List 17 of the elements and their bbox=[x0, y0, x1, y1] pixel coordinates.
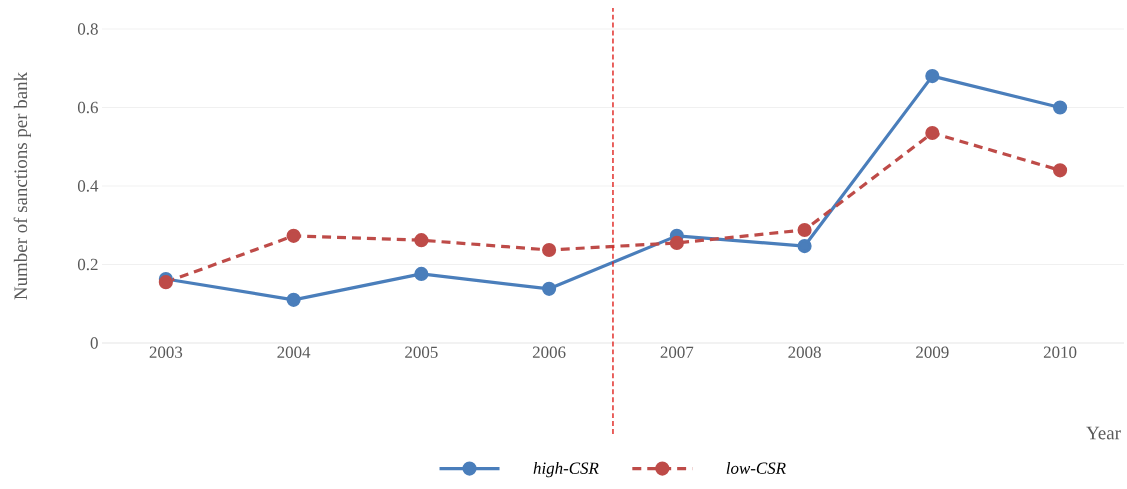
y-tick-label: 0.4 bbox=[77, 180, 99, 192]
legend-label: high-CSR bbox=[533, 461, 599, 478]
legend-label: low-CSR bbox=[726, 461, 786, 474]
x-tick-label: 2006 bbox=[532, 346, 566, 358]
x-tick-label: 2004 bbox=[277, 346, 311, 358]
y-tick-label: 0.2 bbox=[77, 258, 98, 271]
x-tick-label: 2008 bbox=[788, 346, 821, 358]
x-axis-title: Year bbox=[1086, 426, 1121, 440]
x-tick-label: 2010 bbox=[1043, 346, 1077, 358]
x-tick-label: 2009 bbox=[916, 346, 949, 358]
x-tick-label: 2005 bbox=[405, 346, 438, 358]
y-axis-title: Number of sanctions per bank bbox=[13, 71, 31, 300]
x-tick-label: 2003 bbox=[149, 346, 183, 358]
y-tick-label: 0.8 bbox=[77, 23, 98, 35]
y-tick-label: 0 bbox=[90, 337, 98, 349]
x-tick-label: 2007 bbox=[660, 346, 694, 358]
y-tick-label: 0.6 bbox=[77, 101, 98, 114]
